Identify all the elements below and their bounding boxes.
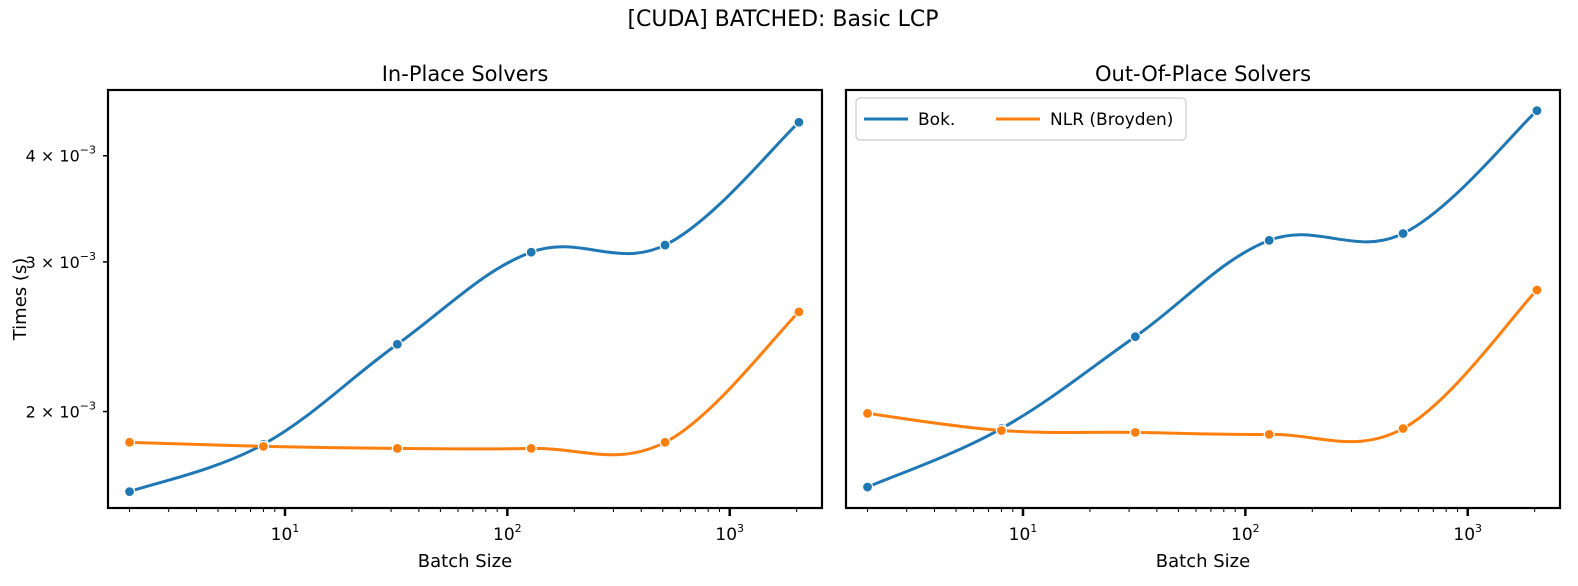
data-point-bok: [793, 116, 805, 128]
data-point-nlr: [257, 440, 270, 452]
data-point-nlr: [793, 306, 805, 318]
panel-title: In-Place Solvers: [382, 62, 549, 86]
data-point-nlr: [525, 442, 537, 454]
x-axis-label: Batch Size: [418, 551, 512, 572]
plot-frame: [106, 88, 824, 510]
legend: Bok. NLR (Broyden): [855, 97, 1187, 141]
data-point-bok: [123, 485, 136, 498]
series-line-bok: [128, 120, 801, 494]
x-tick-label: 102: [1231, 522, 1260, 545]
x-tick-label: 103: [1453, 522, 1482, 545]
x-tick-label: 101: [271, 522, 300, 545]
chart-panel-2: Out-Of-Place Solvers 101 102 103 Batch Size B…: [844, 62, 1562, 572]
data-point-nlr: [861, 407, 874, 419]
data-point-bok: [525, 246, 537, 258]
series-line-nlr: [866, 288, 1539, 444]
chart-panels: In-Place Solvers 101 102 103 2 × 10−3 3 × 10−…: [10, 62, 1562, 572]
data-point-bok: [1397, 227, 1409, 240]
data-point-bok: [1531, 105, 1543, 117]
figure-title: [CUDA] BATCHED: Basic LCP: [627, 7, 938, 32]
x-tick-label: 102: [493, 522, 522, 545]
y-tick-label: 3 × 10−3: [26, 250, 96, 272]
y-axis-label: Times (s): [10, 258, 31, 342]
data-point-nlr: [391, 442, 403, 454]
legend-label-bok: Bok.: [918, 110, 955, 130]
data-point-nlr: [1263, 428, 1275, 440]
legend-label-nlr: NLR (Broyden): [1050, 110, 1173, 130]
data-point-bok: [1263, 234, 1275, 247]
data-point-bok: [861, 481, 874, 493]
data-point-nlr: [1129, 426, 1141, 439]
data-point-nlr: [995, 424, 1008, 437]
y-tick-label: 4 × 10−3: [26, 144, 96, 166]
chart-panel-1: In-Place Solvers 101 102 103 2 × 10−3 3 × 10−…: [10, 62, 824, 572]
data-point-nlr: [659, 436, 671, 448]
data-point-nlr: [1531, 284, 1543, 296]
data-point-bok: [1129, 331, 1141, 343]
panel-title: Out-Of-Place Solvers: [1095, 62, 1311, 86]
y-tick-label: 2 × 10−3: [26, 400, 96, 422]
series-line-bok: [866, 109, 1539, 489]
data-point-nlr: [1397, 422, 1409, 435]
plot-frame: [844, 88, 1562, 510]
data-point-nlr: [123, 436, 136, 448]
x-axis-label: Batch Size: [1156, 551, 1250, 572]
x-tick-label: 103: [715, 522, 744, 545]
data-point-bok: [391, 338, 403, 350]
x-tick-label: 101: [1009, 522, 1038, 545]
data-point-bok: [659, 239, 671, 251]
series-line-nlr: [128, 310, 801, 457]
